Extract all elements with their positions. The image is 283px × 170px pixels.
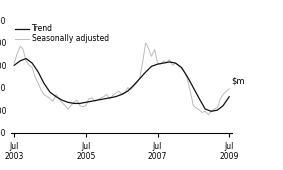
Trend [108, 97, 112, 99]
Trend [210, 110, 213, 112]
Seasonally adjusted [228, 88, 231, 90]
Trend [144, 71, 147, 73]
Legend: Trend, Seasonally adjusted: Trend, Seasonally adjusted [15, 24, 109, 43]
Seasonally adjusted [207, 114, 210, 116]
Trend [180, 66, 183, 69]
Seasonally adjusted [213, 108, 216, 110]
Trend [66, 101, 70, 103]
Seasonally adjusted [201, 111, 204, 113]
Trend [114, 96, 117, 98]
Line: Seasonally adjusted: Seasonally adjusted [14, 43, 229, 115]
Trend [174, 62, 177, 64]
Trend [84, 101, 87, 103]
Trend [72, 102, 76, 104]
Trend [48, 91, 52, 93]
Trend [132, 84, 135, 87]
Trend [120, 94, 123, 96]
Trend [203, 108, 207, 110]
Trend [19, 60, 22, 62]
Trend [12, 64, 16, 66]
Trend [150, 65, 153, 67]
Trend [90, 100, 94, 102]
Seasonally adjusted [194, 107, 198, 109]
Trend [216, 109, 219, 111]
Trend [186, 75, 189, 78]
Seasonally adjusted [12, 62, 16, 64]
Trend [198, 98, 201, 100]
Trend [221, 105, 225, 107]
Trend [42, 82, 46, 84]
Trend [156, 63, 159, 65]
Trend [138, 78, 141, 80]
Trend [228, 96, 231, 98]
Trend [168, 61, 171, 63]
Seasonally adjusted [84, 105, 87, 107]
Trend [102, 98, 106, 100]
Trend [24, 57, 28, 59]
Seasonally adjusted [144, 42, 147, 44]
Trend [37, 71, 40, 73]
Trend [162, 62, 165, 64]
Seasonally adjusted [60, 101, 64, 103]
Line: Trend: Trend [14, 58, 229, 111]
Seasonally adjusted [120, 94, 123, 96]
Y-axis label: $m: $m [231, 76, 244, 86]
Trend [192, 87, 195, 89]
Trend [54, 96, 58, 98]
Trend [60, 99, 64, 101]
Trend [96, 99, 99, 101]
Trend [78, 102, 82, 104]
Trend [126, 90, 130, 92]
Trend [30, 62, 34, 64]
